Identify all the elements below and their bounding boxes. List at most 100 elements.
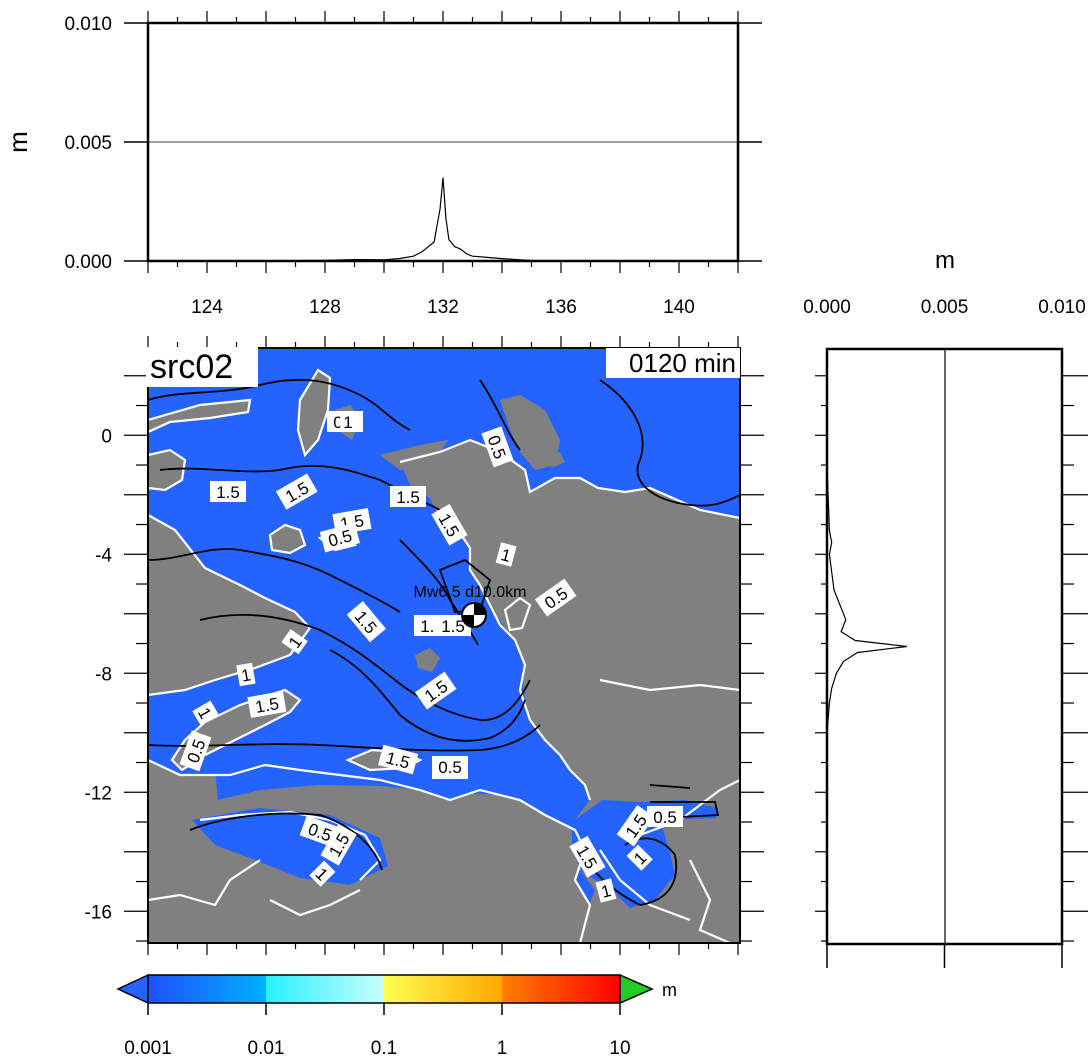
land-birds-head [380,440,448,470]
coastlines [148,368,740,943]
side-x-tick-label: 0.010 [1038,297,1086,318]
contour-label-box [346,601,386,643]
top-y-axis-label: m [3,131,33,153]
colorbar-tick-label: 1 [497,1038,508,1059]
contour-lines [148,378,740,906]
contour-label-text: 0.5 [438,758,462,777]
contour-label-box [378,744,419,775]
colorbar-segment-1 [148,975,266,1003]
colorbar-over-arrow [619,973,654,1005]
source-label: Mw6.5 d10.0km [414,584,527,601]
colorbar-tick-label: 0.001 [124,1038,172,1059]
contour-label-box [340,411,356,432]
contour-label: 0.5 [179,730,212,772]
map-y-tick-label: -12 [85,783,112,804]
map-y-tick-labels: 0 -4 -8 -12 -16 [85,426,113,923]
side-x-tick-label: 0.000 [803,297,851,318]
contour-label-text: 1 [343,413,352,432]
top-x-tick-label: 136 [545,297,577,318]
contour-label-box [534,578,577,617]
contour-label-box [616,804,655,847]
top-panel-frame [146,21,740,263]
map-y-tick-label: -4 [95,545,112,566]
contour-label-text: 1.5 [254,694,281,717]
land-borneo [148,515,310,695]
contour-label-box [595,878,617,903]
contour-label-box [275,473,318,510]
colorbar-segment-4 [502,975,620,1003]
land-sula [270,525,305,553]
side-panel-frame [825,347,1064,946]
contour-label: 1 [281,629,308,655]
colorbar-tick-label: 0.1 [371,1038,397,1059]
map-frame [147,347,741,944]
contour-label-box [495,542,517,567]
contour-label-box [210,481,246,502]
map-y-tick-label: -8 [95,664,112,685]
top-x-tick-labels: 124 128 132 136 140 [191,297,695,318]
contour-label-box [236,662,256,687]
contour-label-box [192,700,219,725]
contour-label-box [319,522,360,553]
top-x-tick-label: 140 [663,297,695,318]
contour-label-box [281,629,308,655]
time-label: 0120 min [629,348,736,378]
contour-label-box [481,426,514,468]
contour-label-box [431,503,468,546]
side-x-tick-labels: 0.000 0.005 0.010 [803,297,1086,318]
colorbar-segment-2 [266,975,384,1003]
contour-label-text: 0.5 [653,808,677,827]
colorbar-ticks: 0.001 0.01 0.1 1 10 [124,1003,631,1059]
map-y-tick-label: -16 [85,902,112,923]
contour-label: 1 [495,542,517,567]
side-x-tick-label: 0.005 [921,297,969,318]
contour-label: 0.5 [647,806,683,827]
contour-label-box [179,730,212,772]
contour-label-text: 1 [240,665,253,685]
side-panel: m 0.000 0.005 0.010 [803,247,1088,968]
time-label-box [606,348,740,378]
shallow-new-guinea-south [470,600,540,775]
map-y-tick-label: 0 [101,426,112,447]
top-series-line [147,177,739,262]
contour-label-text: 1.5 [441,617,465,636]
contour-label: 0.5 [432,756,468,777]
contour-label: 1.5 [390,486,426,507]
top-x-tick-label: 132 [427,297,459,318]
island-biak [545,452,565,468]
side-panel-ticks [815,375,1088,968]
map-ticks [124,336,764,955]
colorbar-tick-label: 0.01 [248,1038,285,1059]
contour-label: 1.5 [414,671,457,710]
land-sulawesi-north [148,400,250,432]
contour-label-box [320,823,357,866]
land-north-coast [500,395,560,470]
beachball-compression-icon [462,603,486,627]
contour-label-box [435,615,471,636]
top-x-tick-label: 128 [309,297,341,318]
contour-label-box [569,835,606,878]
run-label: src02 [150,348,233,386]
top-y-tick-label: 0.000 [64,252,112,273]
contour-label-text: 1.5 [216,483,240,502]
contour-label: 1.5 [210,481,246,502]
contour-label-text: 1.5 [396,488,420,507]
contour-label: 1.5 [247,691,287,718]
contour-label: 1 [595,878,617,903]
land-borneo-west [148,568,180,605]
contour-label-box [247,691,287,718]
contour-label-box [414,671,457,710]
contour-label: 1 [340,411,356,432]
map-panel: 0.51.51.51.50.51.50.51.510.51.51.51.5111… [85,336,764,955]
source-marker: Mw6.5 d10.0km [414,584,527,628]
side-series-line [826,349,907,944]
contour-label: 1 [626,844,653,871]
contour-label: 1.5 [435,615,471,636]
contour-label: 1 [309,860,336,887]
side-x-axis-label: m [935,247,955,274]
contour-labels: 0.51.51.51.50.51.50.51.510.51.51.51.5111… [179,411,683,903]
contour-label-box [626,844,653,871]
top-y-tick-label: 0.005 [64,133,112,154]
colorbar-tick-label: 10 [609,1038,630,1059]
